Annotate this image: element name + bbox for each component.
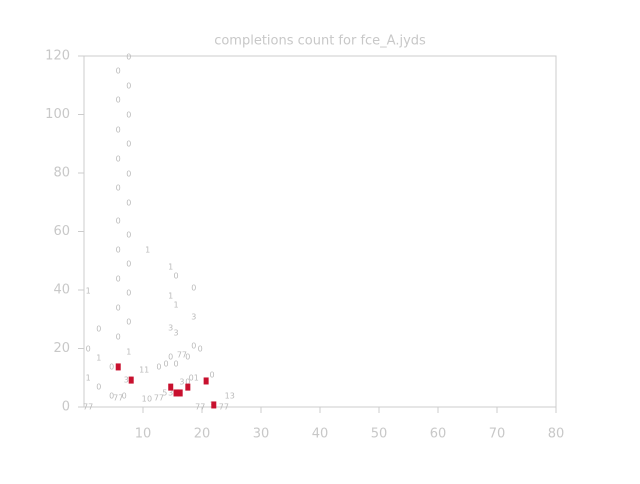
point-label: 0	[126, 231, 131, 240]
point-label: 5	[162, 388, 167, 397]
x-tick-label: 30	[253, 427, 270, 442]
point-label: 0	[173, 360, 178, 369]
point	[115, 363, 121, 371]
point-label: 1	[126, 348, 131, 357]
point-label: 1	[173, 300, 178, 309]
point	[173, 389, 179, 397]
point	[168, 383, 174, 391]
point-label: 0	[96, 383, 101, 392]
y-tick-label: 80	[53, 166, 70, 181]
point-label: 0	[126, 199, 131, 208]
point-label: 77	[219, 403, 229, 412]
point-label: 1	[168, 292, 173, 301]
point-label: 0	[156, 362, 161, 371]
point-label: 0	[126, 169, 131, 178]
point-label: 0	[126, 259, 131, 268]
x-tick-label: 50	[371, 427, 388, 442]
point-label: 0	[147, 395, 152, 404]
x-tick-label: 40	[312, 427, 329, 442]
point-label: 1	[96, 353, 101, 362]
point-label: 0	[173, 271, 178, 280]
point-label: 3	[179, 378, 184, 387]
point-label: 1	[86, 286, 91, 295]
point	[177, 389, 183, 397]
point-label: 0	[116, 274, 121, 283]
x-tick-label: 60	[430, 427, 447, 442]
point-label: 3	[191, 312, 196, 321]
y-tick-label: 60	[53, 224, 70, 239]
point-label: 0	[116, 245, 121, 254]
point-label: 1	[86, 374, 91, 383]
point-label: 0	[126, 82, 131, 91]
point-label: 0	[109, 391, 114, 400]
point-label: 0	[116, 216, 121, 225]
point	[185, 383, 191, 391]
point-label: 0	[185, 378, 190, 387]
point-label: 0	[116, 95, 121, 104]
point-label: 0	[122, 391, 127, 400]
point-label: 1	[168, 262, 173, 271]
point-label: 0	[209, 371, 214, 380]
point-label: 77	[154, 393, 164, 402]
point-label: 3	[173, 328, 178, 337]
x-tick-label: 10	[135, 427, 152, 442]
point-label: 0	[109, 362, 114, 371]
point-label: 0	[126, 52, 131, 61]
point-label: 77	[195, 403, 205, 412]
point-label: 13	[225, 391, 235, 400]
point-label: 0	[126, 140, 131, 149]
point	[128, 376, 134, 384]
x-tick-label: 80	[548, 427, 565, 442]
point-label: 3	[168, 324, 173, 333]
y-tick-label: 40	[53, 283, 70, 298]
point-label: 0	[116, 333, 121, 342]
point-label: 0	[185, 352, 190, 361]
point-label: 0	[163, 360, 168, 369]
y-tick-label: 20	[53, 341, 70, 356]
point-label: 0	[116, 66, 121, 75]
point-label: 77	[113, 393, 123, 402]
point	[211, 401, 217, 409]
point-label: 01	[189, 374, 199, 383]
point-label: 0	[191, 283, 196, 292]
point-label: 0	[191, 341, 196, 350]
point-label: 0	[126, 317, 131, 326]
point-label: 0	[126, 111, 131, 120]
point-label: 0	[116, 126, 121, 135]
chart-title: completions count for fce_A.jyds	[214, 34, 426, 49]
point-label: 0	[86, 345, 91, 354]
point-label: 0	[116, 154, 121, 163]
point-label: 1	[145, 245, 150, 254]
y-tick-label: 120	[45, 49, 70, 64]
y-tick-label: 0	[62, 400, 70, 415]
point-label: 0	[116, 304, 121, 313]
plot-frame	[83, 55, 557, 408]
point	[203, 377, 209, 385]
point-label: 77	[177, 350, 187, 359]
point-label: 11	[139, 366, 149, 375]
point-label: 1	[142, 395, 147, 404]
point-label: 0	[96, 324, 101, 333]
point-label: 77	[83, 403, 93, 412]
point-label: 0	[116, 183, 121, 192]
x-tick-label: 20	[194, 427, 211, 442]
point-label: 3	[168, 388, 173, 397]
point-label: 0	[168, 352, 173, 361]
point-label: 0	[126, 288, 131, 297]
y-tick-label: 100	[45, 107, 70, 122]
x-tick-label: 70	[489, 427, 506, 442]
point-label: 0	[198, 345, 203, 354]
